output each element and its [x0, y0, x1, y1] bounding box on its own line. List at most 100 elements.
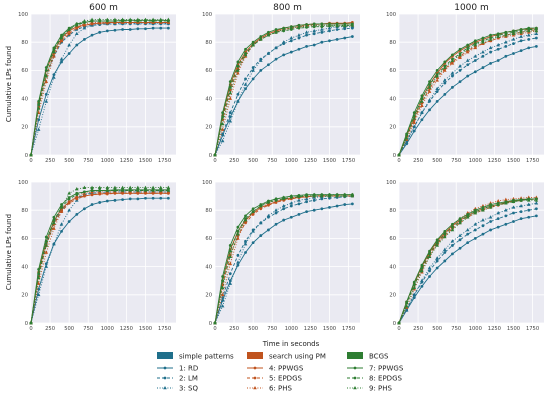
x-tick-label: 250: [45, 326, 55, 332]
data-point: [496, 202, 501, 206]
data-point: [44, 235, 48, 239]
legend-patch: [347, 352, 363, 359]
data-point: [67, 199, 71, 204]
x-tick-label: 0: [397, 326, 400, 332]
data-point: [328, 205, 331, 209]
data-point: [281, 40, 286, 44]
data-point: [534, 31, 539, 36]
data-point: [59, 205, 64, 209]
data-point: [59, 38, 64, 43]
data-point: [526, 202, 531, 206]
y-tick-label: 0: [209, 153, 212, 159]
data-point: [67, 191, 71, 195]
data-point: [228, 249, 232, 253]
legend-patch: [247, 352, 263, 359]
data-point: [243, 242, 248, 246]
x-tick-label: 250: [413, 158, 423, 164]
legend-marker: [163, 366, 167, 370]
data-point: [75, 193, 79, 197]
data-point: [312, 43, 316, 47]
data-point: [405, 301, 409, 305]
x-tick-label: 750: [451, 326, 461, 332]
data-point: [44, 239, 48, 243]
data-point: [473, 237, 477, 240]
data-point: [451, 225, 454, 229]
legend-marker: [253, 366, 257, 370]
data-point: [304, 193, 309, 197]
data-point: [489, 33, 492, 37]
data-point: [274, 211, 278, 215]
data-point: [420, 94, 424, 98]
data-point: [113, 185, 117, 189]
y-tick-label: 40: [21, 96, 28, 102]
data-point: [420, 278, 424, 282]
data-point: [289, 35, 294, 40]
x-tick-label: 1000: [469, 326, 482, 332]
x-tick-label: 250: [45, 158, 55, 164]
x-tick-label: 1250: [304, 158, 317, 164]
data-point: [397, 153, 401, 157]
data-point: [428, 249, 431, 253]
data-point: [166, 26, 170, 30]
data-point: [297, 36, 301, 40]
data-point: [297, 213, 301, 216]
data-point: [75, 43, 79, 47]
data-point: [136, 185, 140, 189]
x-tick-label: 1750: [342, 326, 355, 332]
data-point: [90, 185, 94, 189]
data-point: [36, 275, 41, 280]
data-point: [489, 220, 492, 223]
data-point: [504, 54, 508, 58]
data-point: [481, 208, 485, 212]
data-point: [527, 46, 531, 50]
data-point: [527, 208, 531, 212]
data-point: [251, 68, 255, 72]
y-axis-label-bottom: Cumulative LPs found: [5, 214, 13, 290]
data-point: [443, 232, 447, 236]
data-point: [312, 208, 316, 212]
plot-area: [215, 14, 360, 155]
data-point: [435, 86, 439, 91]
data-point: [435, 74, 439, 78]
legend-header: BCGS: [369, 353, 389, 361]
data-point: [512, 211, 515, 215]
data-point: [534, 36, 538, 40]
data-point: [428, 252, 431, 256]
data-point: [519, 34, 523, 38]
data-point: [274, 30, 278, 34]
legend-label: 3: SQ: [179, 385, 198, 393]
data-point: [305, 210, 308, 214]
series-3: [397, 201, 539, 325]
legend-patch: [157, 352, 173, 359]
data-point: [435, 256, 439, 260]
data-point: [228, 281, 233, 285]
data-point: [519, 39, 523, 43]
data-point: [29, 153, 33, 157]
data-point: [496, 199, 501, 203]
data-point: [504, 201, 508, 205]
data-point: [44, 79, 49, 83]
series-9: [29, 185, 171, 325]
data-point: [412, 280, 416, 284]
data-point: [435, 259, 439, 263]
legend-header: search using PM: [269, 353, 326, 361]
data-point: [350, 35, 354, 38]
data-point: [335, 192, 339, 196]
data-point: [83, 190, 86, 194]
data-point: [312, 23, 317, 27]
y-tick-label: 100: [18, 180, 28, 186]
data-point: [427, 266, 432, 270]
data-point: [113, 17, 117, 21]
data-point: [98, 30, 102, 34]
data-point: [527, 37, 531, 41]
data-point: [412, 285, 417, 290]
y-tick-label: 0: [393, 321, 396, 327]
data-point: [511, 199, 516, 204]
data-point: [297, 202, 301, 206]
x-tick-label: 1500: [139, 326, 152, 332]
data-point: [44, 66, 48, 69]
data-point: [151, 196, 155, 200]
data-point: [435, 241, 439, 245]
data-point: [320, 192, 324, 196]
